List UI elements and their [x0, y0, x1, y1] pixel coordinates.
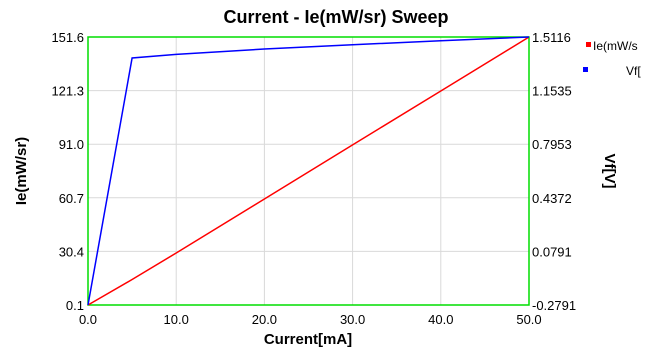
chart-title: Current - Ie(mW/sr) Sweep	[223, 7, 448, 27]
tick-labels: 0.0 10.0 20.0 30.0 40.0 50.0 0.1 30.4 60.7 91.0 12…	[51, 30, 576, 327]
grid	[88, 37, 529, 305]
y-left-tick-label: 30.4	[59, 244, 84, 259]
plot-frame	[87, 36, 530, 306]
x-tick-label: 50.0	[516, 312, 541, 327]
y-left-axis-label: Ie(mW/sr)	[13, 137, 30, 205]
y-left-tick-label: 0.1	[66, 298, 84, 313]
y-left-tick-label: 151.6	[51, 30, 84, 45]
x-tick-label: 20.0	[252, 312, 277, 327]
legend: Ie(mW/s Vf[	[583, 39, 641, 78]
y-right-tick-label: -0.2791	[532, 298, 576, 313]
x-tick-label: 30.0	[340, 312, 365, 327]
y-left-tick-label: 121.3	[51, 84, 84, 99]
y-right-tick-label: 1.1535	[532, 84, 572, 99]
series-line-vf	[87, 36, 530, 306]
x-tick-label: 10.0	[164, 312, 189, 327]
series-layer	[87, 36, 530, 306]
y-right-tick-label: 0.7953	[532, 137, 572, 152]
y-right-tick-label: 1.5116	[532, 30, 571, 45]
y-right-axis-label: Vf[V]	[601, 154, 618, 189]
y-right-tick-label: 0.4372	[532, 191, 572, 206]
x-axis-label: Current[mA]	[264, 331, 352, 348]
legend-swatch-ie	[586, 42, 591, 47]
series-line-ie	[87, 36, 530, 306]
legend-swatch-vf	[583, 67, 588, 72]
y-left-tick-label: 91.0	[59, 137, 84, 152]
legend-label-ie: Ie(mW/s	[593, 39, 638, 53]
legend-label-vf: Vf[	[626, 64, 641, 78]
y-right-tick-label: 0.0791	[532, 244, 572, 259]
y-left-tick-label: 60.7	[59, 191, 84, 206]
x-tick-label: 0.0	[79, 312, 97, 327]
x-tick-label: 40.0	[428, 312, 453, 327]
